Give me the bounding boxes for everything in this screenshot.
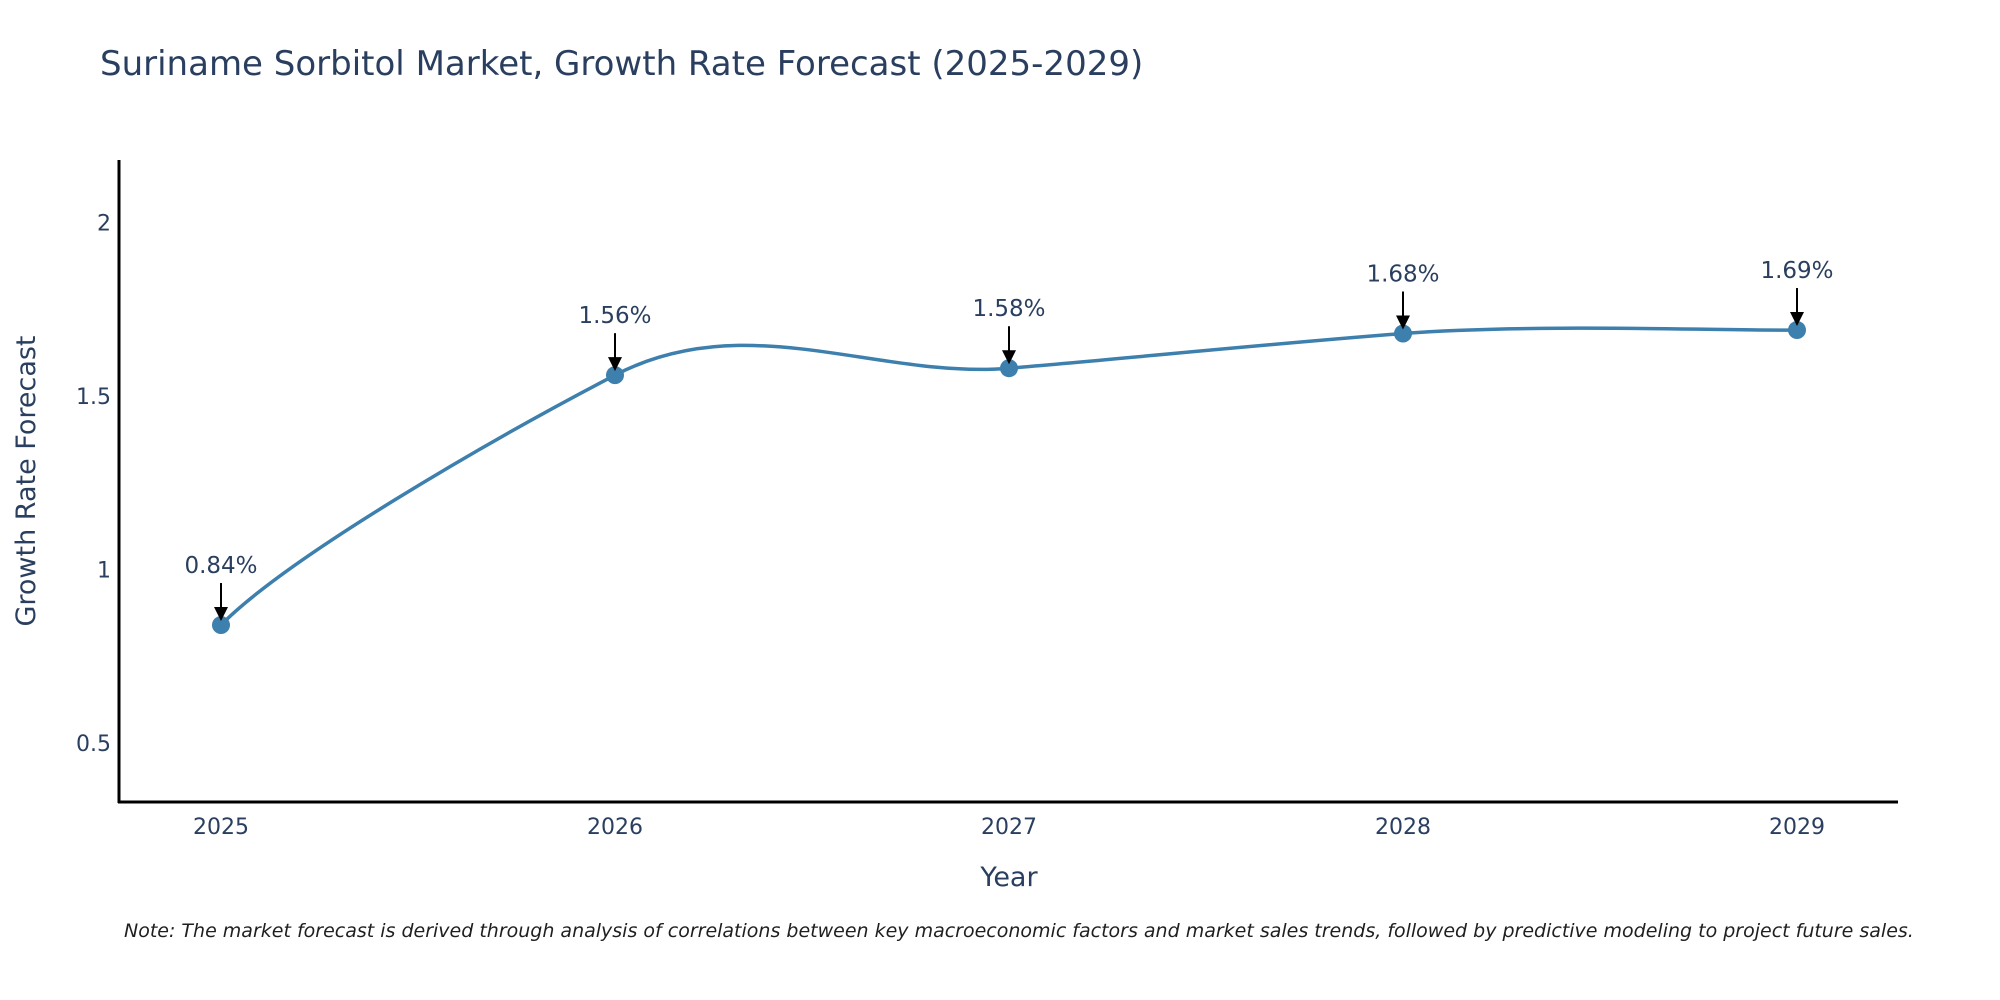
x-tick-label: 2027: [981, 815, 1037, 840]
data-annotations: 0.84% 1.56% 1.58% 1.68% 1.69%: [184, 258, 1834, 622]
tick-labels: 0.5 1 1.5 2 2025 2026 2027 2028 2029: [76, 211, 1825, 840]
data-label: 1.68%: [1366, 262, 1439, 288]
data-point: [1788, 321, 1806, 340]
data-label: 1.58%: [972, 296, 1045, 322]
y-tick-label: 2: [97, 211, 111, 236]
x-tick-label: 2025: [193, 815, 249, 840]
data-label: 1.56%: [578, 303, 651, 329]
data-point: [1000, 359, 1018, 378]
data-label: 0.84%: [184, 553, 257, 579]
x-tick-label: 2028: [1375, 815, 1431, 840]
annotation-arrowhead: [608, 357, 622, 372]
data-point: [1394, 324, 1412, 343]
x-tick-label: 2029: [1769, 815, 1825, 840]
annotation-arrowhead: [1396, 315, 1410, 330]
chart-title: Suriname Sorbitol Market, Growth Rate Fo…: [100, 44, 1144, 84]
axes: [117, 160, 1898, 804]
series-line-layer: [219, 326, 1798, 627]
series-line: [219, 326, 1798, 627]
x-axis-title: Year: [979, 862, 1038, 893]
annotation-arrowhead: [1002, 350, 1016, 365]
data-label: 1.69%: [1760, 258, 1833, 284]
y-tick-label: 1.5: [76, 385, 111, 410]
chart-note: Note: The market forecast is derived thr…: [124, 920, 1914, 942]
data-points: [212, 321, 1806, 635]
y-tick-label: 0.5: [76, 732, 111, 757]
annotation-arrowhead: [214, 607, 228, 622]
y-tick-label: 1: [97, 558, 111, 583]
data-point: [606, 366, 624, 385]
annotation-arrowhead: [1790, 312, 1804, 327]
y-axis-title: Growth Rate Forecast: [11, 335, 42, 626]
data-point: [212, 616, 230, 635]
x-tick-label: 2026: [587, 815, 643, 840]
